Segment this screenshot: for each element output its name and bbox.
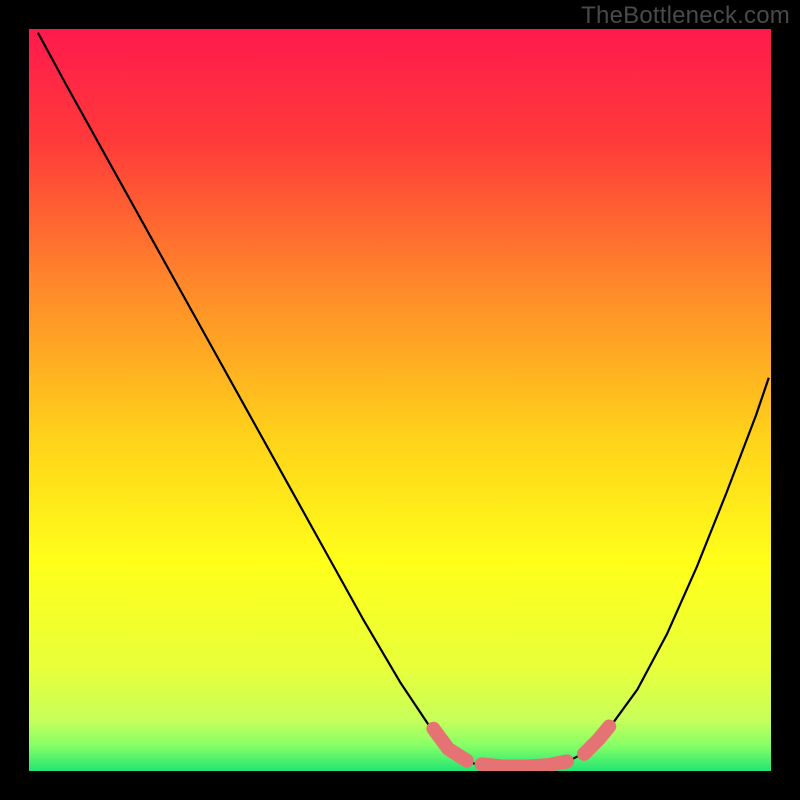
gradient-background — [29, 29, 771, 771]
chart-frame: TheBottleneck.com — [0, 0, 800, 800]
plot-area — [29, 29, 771, 771]
watermark-text: TheBottleneck.com — [581, 2, 790, 30]
